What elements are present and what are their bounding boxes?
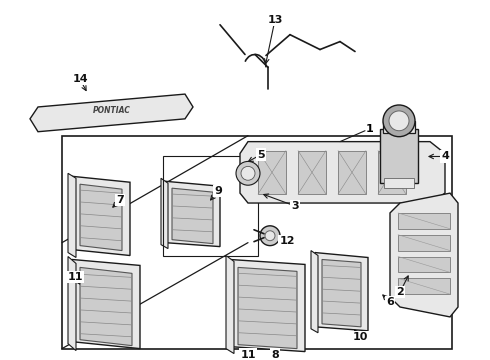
Text: 14: 14: [72, 74, 88, 84]
Circle shape: [236, 161, 260, 185]
Polygon shape: [172, 188, 213, 244]
Bar: [398, 213, 450, 229]
Polygon shape: [68, 257, 76, 351]
Circle shape: [265, 231, 275, 241]
Polygon shape: [226, 256, 234, 354]
Text: 3: 3: [291, 201, 299, 211]
Text: 11: 11: [240, 350, 256, 360]
Text: 5: 5: [257, 149, 265, 159]
Bar: [378, 150, 406, 194]
Polygon shape: [315, 253, 368, 331]
Bar: [298, 150, 326, 194]
Circle shape: [260, 226, 280, 246]
Text: 2: 2: [396, 287, 404, 297]
Text: PONTIAC: PONTIAC: [93, 107, 131, 116]
Bar: [62, 136, 452, 348]
Text: 12: 12: [279, 236, 295, 246]
Text: 10: 10: [352, 332, 368, 342]
Polygon shape: [165, 181, 220, 247]
Text: 11: 11: [67, 272, 83, 282]
Bar: [398, 257, 450, 273]
Polygon shape: [80, 184, 122, 251]
Polygon shape: [230, 260, 305, 352]
Polygon shape: [72, 260, 140, 348]
Bar: [338, 150, 366, 194]
Bar: [383, 121, 415, 133]
Bar: [398, 235, 450, 251]
Text: 8: 8: [271, 350, 279, 360]
Text: 4: 4: [441, 152, 449, 162]
Text: 1: 1: [366, 124, 374, 134]
Polygon shape: [240, 141, 445, 203]
Bar: [163, 157, 258, 256]
Polygon shape: [390, 193, 458, 317]
Polygon shape: [238, 267, 297, 348]
Bar: [398, 278, 450, 294]
Polygon shape: [311, 251, 318, 333]
Polygon shape: [68, 173, 76, 257]
Polygon shape: [72, 176, 130, 256]
Polygon shape: [30, 94, 193, 132]
Bar: [380, 129, 418, 183]
Text: 6: 6: [386, 297, 394, 307]
Text: 9: 9: [214, 186, 222, 196]
Polygon shape: [80, 267, 132, 346]
Polygon shape: [161, 178, 168, 249]
Bar: [384, 178, 414, 188]
Circle shape: [241, 166, 255, 180]
Circle shape: [389, 111, 409, 131]
Text: 7: 7: [116, 195, 124, 205]
Bar: [258, 150, 286, 194]
Text: 13: 13: [268, 15, 283, 25]
Circle shape: [383, 105, 415, 137]
Polygon shape: [322, 260, 361, 327]
